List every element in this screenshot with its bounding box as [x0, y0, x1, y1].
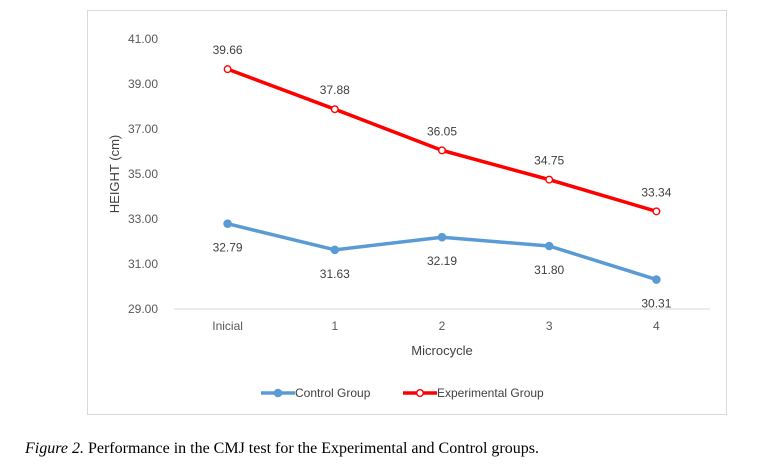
data-point	[545, 175, 554, 184]
x-axis-title: Microcycle	[411, 343, 472, 358]
x-axis-ticks: Inicial 1 2 3 4	[212, 319, 660, 333]
y-tick-label: 39.00	[128, 77, 158, 91]
series-layer: 32.79 31.63 32.19 31.80 30.31 39.66 37.88 36.05…	[213, 43, 672, 310]
data-label: 31.80	[534, 263, 564, 277]
legend-label: Experimental Group	[437, 386, 544, 400]
data-label: 30.31	[641, 297, 671, 311]
series-experimental-group: 39.66 37.88 36.05 34.75 33.34	[213, 43, 672, 216]
data-point	[438, 146, 447, 155]
y-axis-title: HEIGHT (cm)	[107, 135, 122, 213]
data-point	[330, 105, 339, 114]
line-chart: 29.00 31.00 33.00 35.00 37.00 39.00 41.00 Inic…	[107, 32, 710, 400]
legend-item: Control Group	[261, 386, 371, 400]
data-point	[652, 275, 661, 284]
series-control-group: 32.79 31.63 32.19 31.80 30.31	[213, 219, 672, 311]
y-tick-label: 37.00	[128, 122, 158, 136]
data-point	[437, 232, 447, 242]
y-tick-label: 31.00	[128, 257, 158, 271]
data-label: 37.88	[320, 83, 350, 97]
y-tick-label: 41.00	[128, 32, 158, 46]
data-point	[544, 241, 554, 251]
figure-label: Figure 2.	[25, 440, 84, 457]
data-label: 33.34	[641, 185, 671, 199]
x-tick-label: 1	[331, 319, 338, 333]
chart-frame: 29.00 31.00 33.00 35.00 37.00 39.00 41.00 Inic…	[87, 10, 727, 415]
y-tick-label: 33.00	[128, 212, 158, 226]
legend-marker	[416, 389, 425, 398]
x-tick-label: 3	[546, 319, 553, 333]
data-label: 36.05	[427, 124, 457, 138]
figure-caption: Figure 2. Performance in the CMJ test fo…	[25, 440, 745, 458]
legend-marker	[273, 388, 283, 398]
data-point	[652, 207, 661, 216]
x-tick-label: 2	[439, 319, 446, 333]
data-point	[223, 65, 232, 74]
data-label: 32.19	[427, 254, 457, 268]
legend: Control Group Experimental Group	[261, 386, 544, 400]
series-line	[226, 67, 657, 214]
x-tick-label: Inicial	[212, 319, 243, 333]
data-label: 39.66	[213, 43, 243, 57]
data-label: 32.79	[213, 241, 243, 255]
x-tick-label: 4	[653, 319, 660, 333]
legend-item: Experimental Group	[403, 386, 544, 400]
data-point	[223, 219, 232, 229]
y-tick-label: 29.00	[128, 302, 158, 316]
series-line	[227, 222, 657, 282]
caption-text: Performance in the CMJ test for the Expe…	[83, 440, 539, 457]
y-tick-label: 35.00	[128, 167, 158, 181]
y-axis-ticks: 29.00 31.00 33.00 35.00 37.00 39.00 41.00	[128, 32, 158, 316]
data-label: 31.63	[320, 267, 350, 281]
data-label: 34.75	[534, 154, 564, 168]
data-point	[330, 245, 340, 255]
legend-label: Control Group	[295, 386, 371, 400]
